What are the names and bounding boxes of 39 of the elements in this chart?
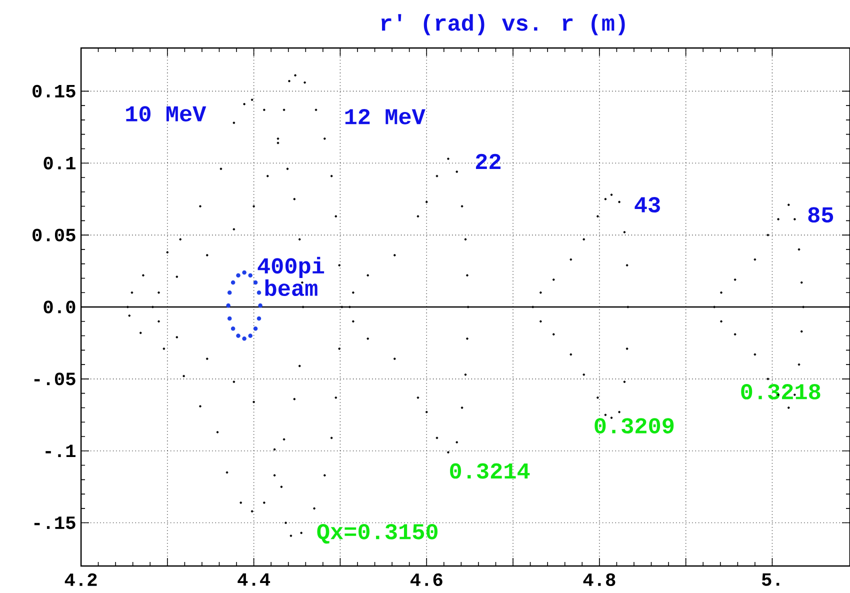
point [227,290,232,295]
x-tick-label: 4.6 [410,573,442,586]
y-tick-label: 0.1 [44,156,76,170]
annotation: 43 [634,197,660,212]
point [256,316,262,321]
x-tick-label: 4.8 [583,573,616,586]
point [236,273,240,278]
annotation: 12 MeV [345,108,426,124]
annotation: 0.3209 [594,418,674,434]
point [253,326,258,331]
point [242,270,246,275]
y-tick-label: -.15 [34,516,76,530]
point [248,273,252,278]
point [258,303,262,308]
point [226,303,230,308]
annotation: Qx=0.3150 [317,524,438,544]
y-tick-label: 0.0 [44,300,76,314]
annotation: 400pi beam [258,256,324,296]
point [256,290,262,295]
annotation: 0.3214 [450,463,530,479]
y-tick-label: 0.15 [32,84,76,98]
point [230,326,236,331]
point [236,334,240,338]
annotation: 85 [808,207,834,223]
x-tick-label: 4.2 [64,573,97,586]
annotation: 10 MeV [126,106,206,122]
chart-title: r′ (rad) vs. r (m) [381,14,625,36]
x-tick-label: 5. [762,573,780,586]
annotation: 22 [476,154,500,170]
point [227,316,232,321]
annotation: 0.3218 [741,384,820,400]
y-tick-label: -.1 [46,444,76,458]
x-tick-label: 4.4 [238,573,270,586]
y-tick-label: -.05 [34,372,76,386]
point [230,280,236,285]
point [242,336,246,341]
point [253,280,258,285]
point [248,334,252,338]
y-tick-label: 0.05 [32,228,76,242]
